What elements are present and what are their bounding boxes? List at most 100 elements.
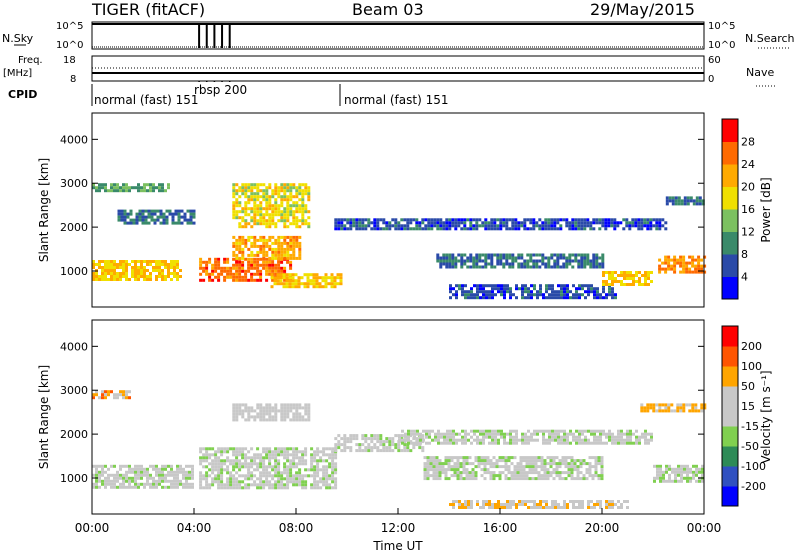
data-cell-0 [116,485,119,489]
data-cell-8 [442,259,446,263]
data-cell-9 [680,479,683,483]
data-cell-3 [238,266,242,270]
data-cell-9 [575,290,578,294]
data-cell-5 [578,441,581,445]
data-cell-7 [406,227,410,231]
data-cell-3 [232,278,236,282]
data-cell-2 [250,447,254,451]
data-cell-1 [137,189,140,193]
data-cell-4 [415,437,419,441]
data-cell-8 [592,256,596,260]
data-cell-5 [307,198,311,202]
data-cell-0 [98,470,101,474]
data-cell-4 [367,446,371,450]
data-cell-3 [304,418,308,422]
data-cell-2 [286,486,290,490]
data-cell-2 [220,477,224,481]
data-cell-5 [446,438,449,442]
velocity-background [92,320,704,514]
data-cell-2 [129,212,133,216]
data-cell-9 [473,296,476,300]
data-cell-6 [528,471,532,475]
data-cell-7 [334,227,338,231]
data-cell-7 [421,221,425,225]
data-cell-7 [502,224,506,228]
data-cell-6 [432,465,436,469]
data-cell-2 [292,456,296,460]
data-cell-0 [185,485,188,489]
data-cell-8 [484,265,488,269]
data-cell-5 [268,183,272,187]
data-cell-2 [232,468,236,472]
data-cell-6 [432,471,436,475]
data-cell-8 [556,253,560,257]
data-cell-3 [208,260,212,264]
data-cell-7 [640,218,644,222]
data-cell-0 [119,278,122,281]
data-cell-5 [551,438,554,442]
data-cell-4 [265,253,269,257]
data-cell-5 [635,438,638,442]
data-cell-2 [241,447,245,451]
data-cell-8 [646,409,650,413]
data-cell-5 [626,438,629,442]
data-cell-6 [519,477,523,481]
data-cell-0 [146,269,149,272]
data-cell-5 [250,216,254,220]
data-cell-5 [286,198,290,202]
data-cell-0 [191,473,194,477]
data-cell-6 [300,282,304,286]
data-cell-2 [220,447,224,451]
data-cell-1 [140,186,143,190]
data-cell-5 [515,429,518,433]
data-cell-7 [340,227,344,231]
data-cell-6 [522,474,526,478]
data-cell-9 [695,473,698,477]
data-cell-0 [137,476,140,480]
data-cell-5 [443,441,446,445]
data-cell-9 [668,476,671,480]
data-cell-2 [123,215,127,219]
data-cell-2 [235,483,239,487]
data-cell-9 [665,467,668,471]
data-cell-7 [427,227,431,231]
data-cell-7 [445,227,449,231]
data-cell-3 [274,412,278,416]
data-cell-0 [125,485,128,489]
data-cell-11 [664,267,668,271]
data-cell-8 [523,259,527,263]
colorbar-segment [722,406,738,427]
data-cell-6 [312,273,316,277]
data-cell-7 [532,221,536,225]
data-cell-7 [382,227,386,231]
data-cell-7 [415,218,419,222]
data-cell-8 [538,259,542,263]
data-cell-8 [691,409,695,413]
data-cell-4 [343,440,347,444]
data-cell-6 [522,456,526,460]
data-cell-9 [662,470,665,474]
data-cell-5 [283,216,287,220]
data-cell-2 [301,453,305,457]
data-cell-6 [483,459,487,463]
data-cell-0 [92,266,95,269]
data-cell-3 [199,266,203,270]
data-cell-6 [423,462,427,466]
data-cell-9 [506,290,509,294]
data-cell-5 [268,204,272,208]
data-cell-0 [101,473,104,477]
data-cell-2 [171,212,175,216]
data-cell-5 [542,438,545,442]
data-cell-0 [164,476,167,480]
data-cell-9 [521,287,524,291]
data-cell-2 [283,477,287,481]
data-cell-5 [250,207,254,211]
data-cell-2 [334,486,338,490]
data-cell-7 [529,227,533,231]
data-cell-2 [259,477,263,481]
data-cell-1 [110,390,113,394]
data-cell-5 [557,435,560,439]
data-cell-6 [489,471,493,475]
data-cell-7 [604,224,608,228]
cpid-segment-1: normal (fast) 151 [94,93,198,107]
